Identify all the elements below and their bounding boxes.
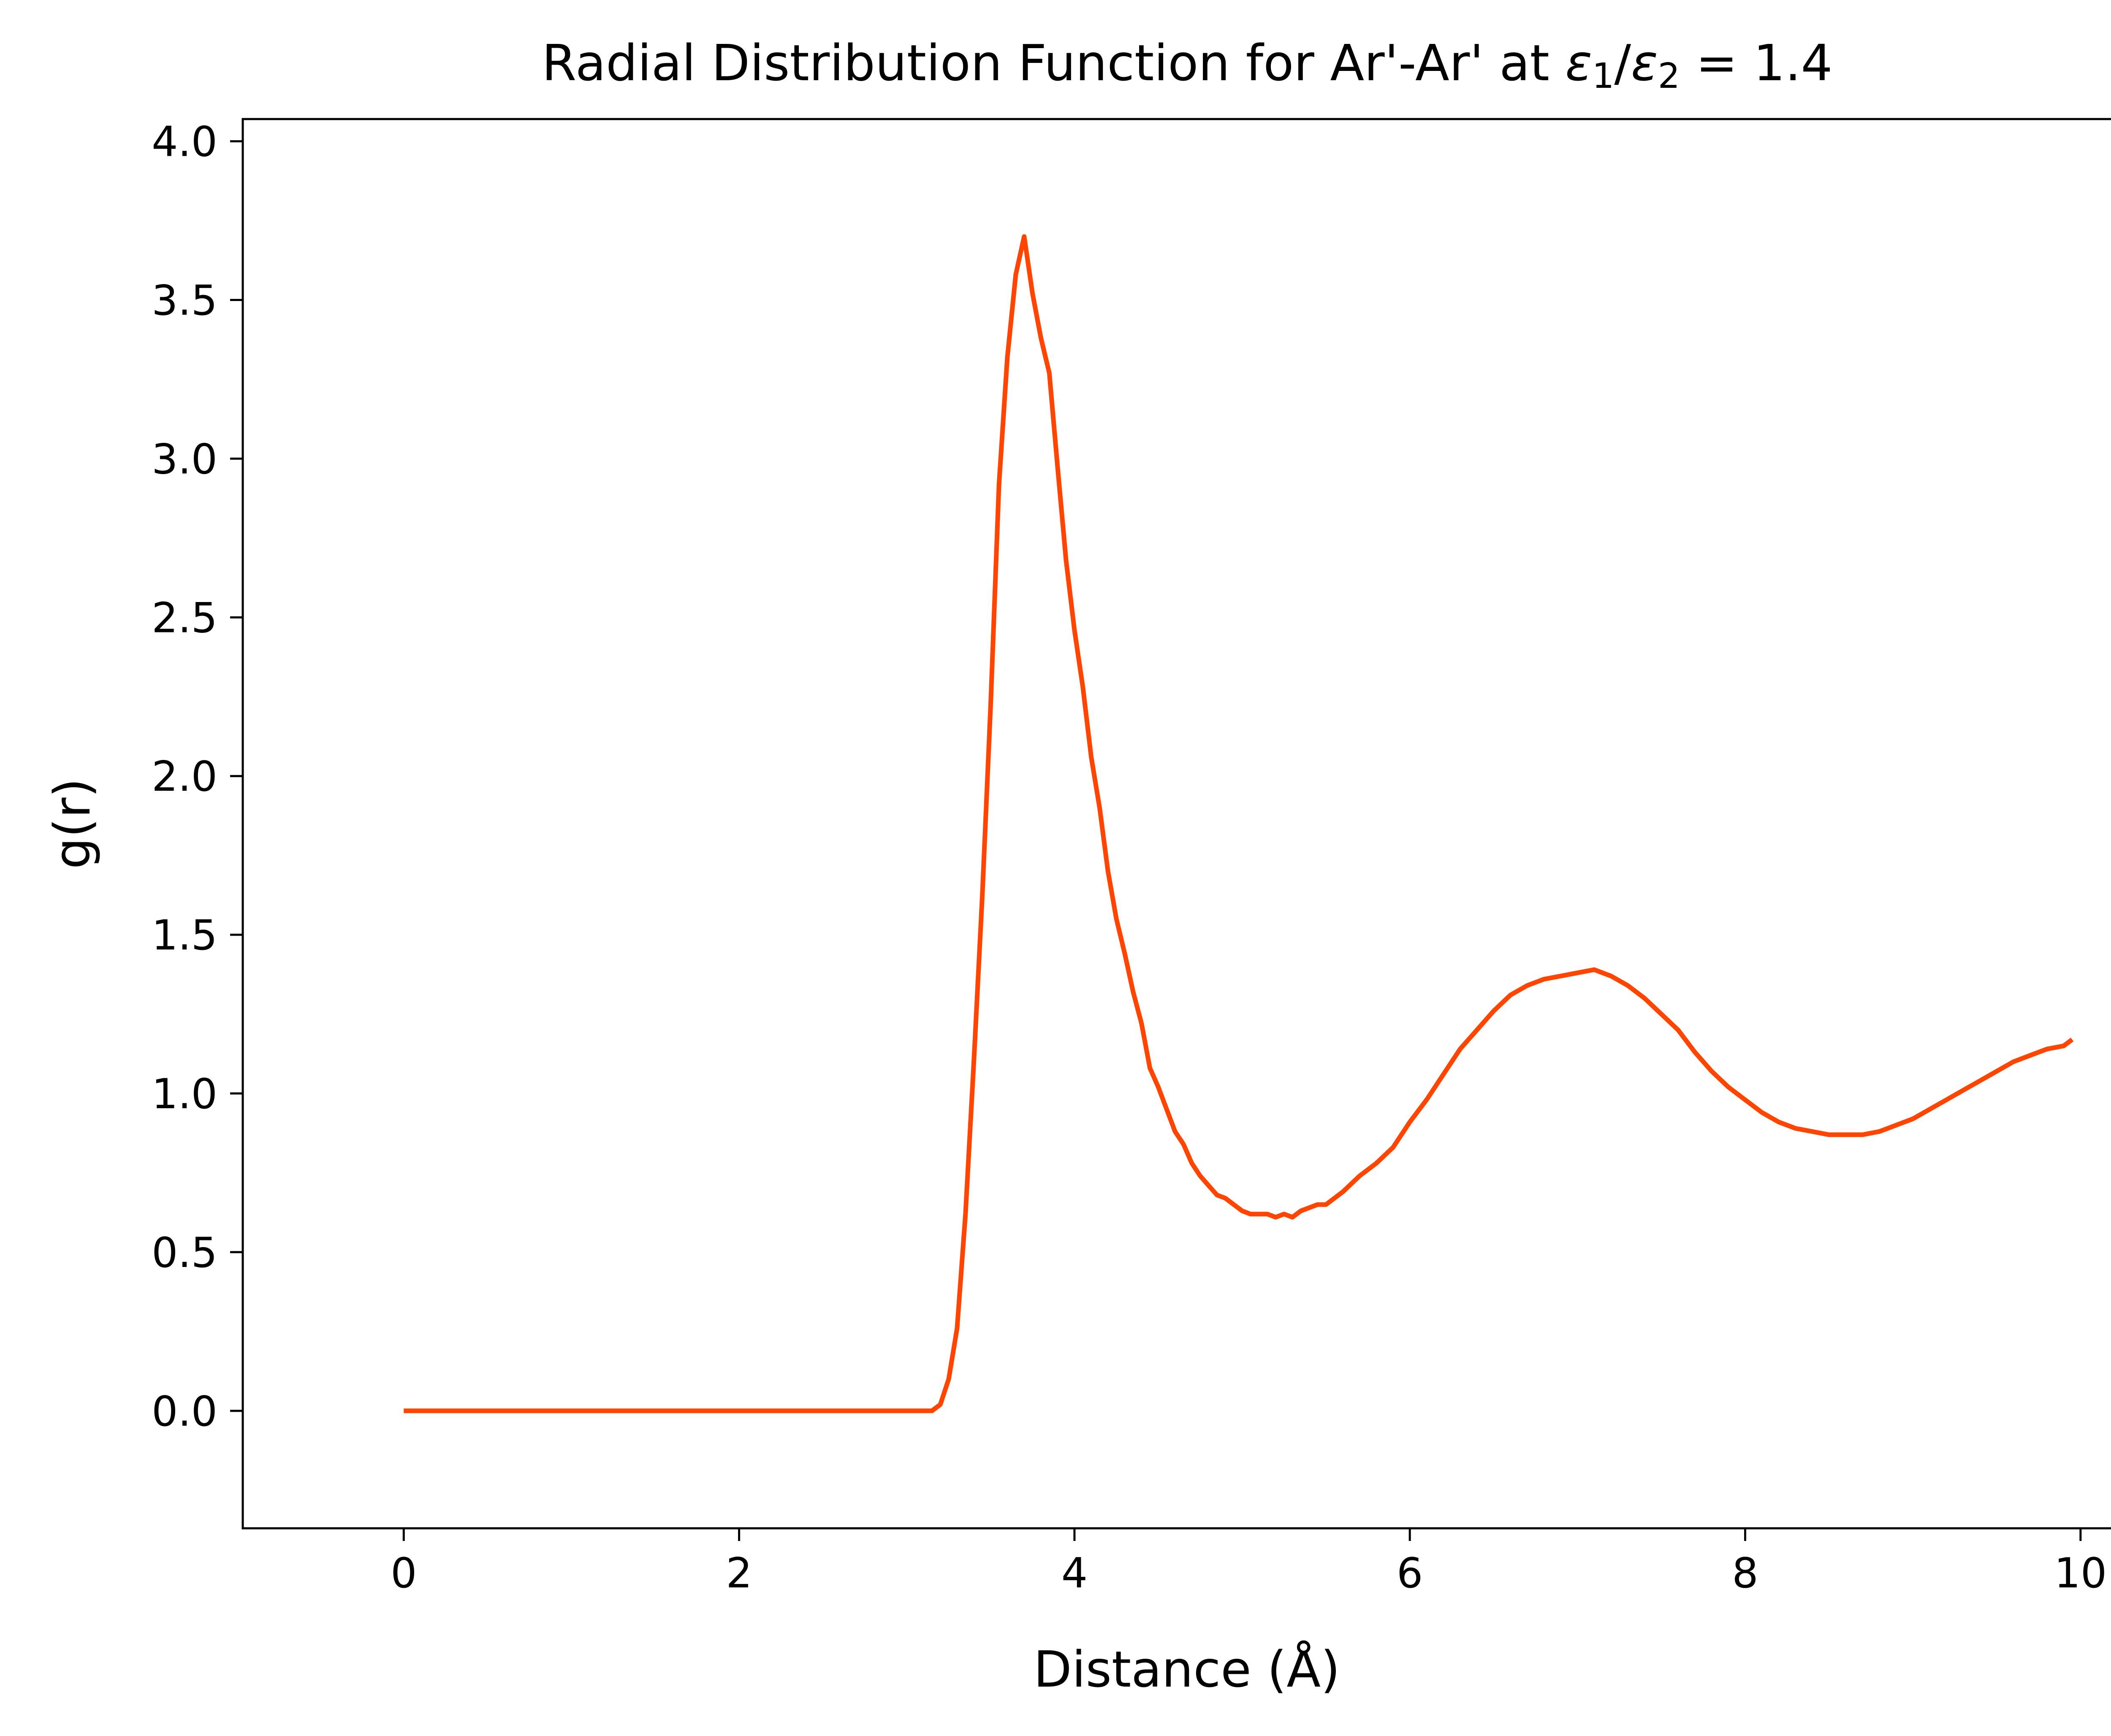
title-epsilon-1: ε bbox=[1565, 34, 1592, 92]
plot-background bbox=[243, 119, 2111, 1528]
y-tick-label: 2.0 bbox=[152, 753, 217, 801]
x-tick-label: 4 bbox=[1061, 1549, 1088, 1598]
chart-title: Radial Distribution Function for Ar'-Ar'… bbox=[542, 34, 1832, 96]
x-tick-label: 2 bbox=[726, 1549, 752, 1598]
title-prefix: Radial Distribution Function for Ar'-Ar'… bbox=[542, 34, 1565, 92]
y-tick-label: 1.5 bbox=[152, 911, 217, 960]
title-subscript-2: 2 bbox=[1658, 56, 1680, 96]
title-subscript-1: 1 bbox=[1592, 56, 1614, 96]
y-axis-ticks: 0.0 0.5 1.0 1.5 2.0 2.5 3.0 3.5 4.0 bbox=[152, 118, 243, 1436]
x-tick-label: 0 bbox=[391, 1549, 417, 1598]
y-tick-label: 3.0 bbox=[152, 435, 217, 483]
y-tick-label: 3.5 bbox=[152, 277, 217, 325]
x-axis-ticks: 0 2 4 6 8 10 bbox=[391, 1528, 2107, 1598]
x-axis-label: Distance (Å) bbox=[1034, 1640, 1340, 1698]
title-epsilon-2: ε bbox=[1631, 34, 1658, 92]
x-tick-label: 6 bbox=[1397, 1549, 1423, 1598]
y-tick-label: 2.5 bbox=[152, 594, 217, 642]
y-axis-label: g(r) bbox=[43, 778, 101, 869]
plot-frame bbox=[241, 118, 2111, 1530]
x-tick-label: 8 bbox=[1732, 1549, 1758, 1598]
y-tick-label: 0.0 bbox=[152, 1388, 217, 1436]
series-line bbox=[404, 234, 2074, 1413]
y-tick-label: 1.0 bbox=[152, 1070, 217, 1118]
y-tick-label: 0.5 bbox=[152, 1229, 217, 1277]
title-slash: / bbox=[1614, 34, 1631, 92]
title-suffix: = 1.4 bbox=[1680, 34, 1833, 92]
y-tick-label: 4.0 bbox=[152, 118, 217, 166]
x-tick-label: 10 bbox=[2054, 1549, 2107, 1598]
